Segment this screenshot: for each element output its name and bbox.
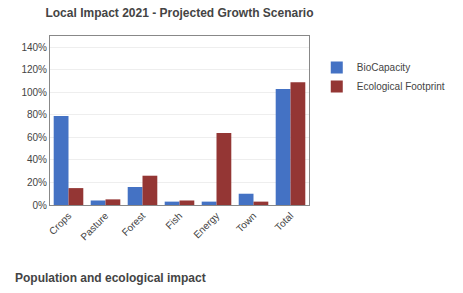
svg-text:0%: 0%	[33, 200, 48, 211]
svg-text:100%: 100%	[21, 87, 47, 98]
svg-text:BioCapacity: BioCapacity	[357, 62, 410, 73]
svg-text:Pasture: Pasture	[78, 210, 110, 242]
svg-text:120%: 120%	[21, 64, 47, 75]
svg-text:Energy: Energy	[191, 210, 221, 240]
svg-text:Fish: Fish	[163, 210, 184, 231]
svg-text:Total: Total	[273, 210, 296, 233]
svg-text:80%: 80%	[27, 109, 47, 120]
svg-text:60%: 60%	[27, 132, 47, 143]
svg-text:Forest: Forest	[120, 210, 148, 238]
svg-text:Town: Town	[234, 210, 258, 234]
svg-text:Local Impact 2021 - Projected: Local Impact 2021 - Projected Growth Sce…	[45, 6, 313, 20]
svg-text:Crops: Crops	[47, 210, 74, 237]
svg-text:140%: 140%	[21, 42, 47, 53]
svg-text:20%: 20%	[27, 177, 47, 188]
svg-text:40%: 40%	[27, 154, 47, 165]
svg-text:Population and ecological impa: Population and ecological impact	[15, 271, 206, 285]
svg-text:Ecological Footprint: Ecological Footprint	[357, 81, 445, 92]
